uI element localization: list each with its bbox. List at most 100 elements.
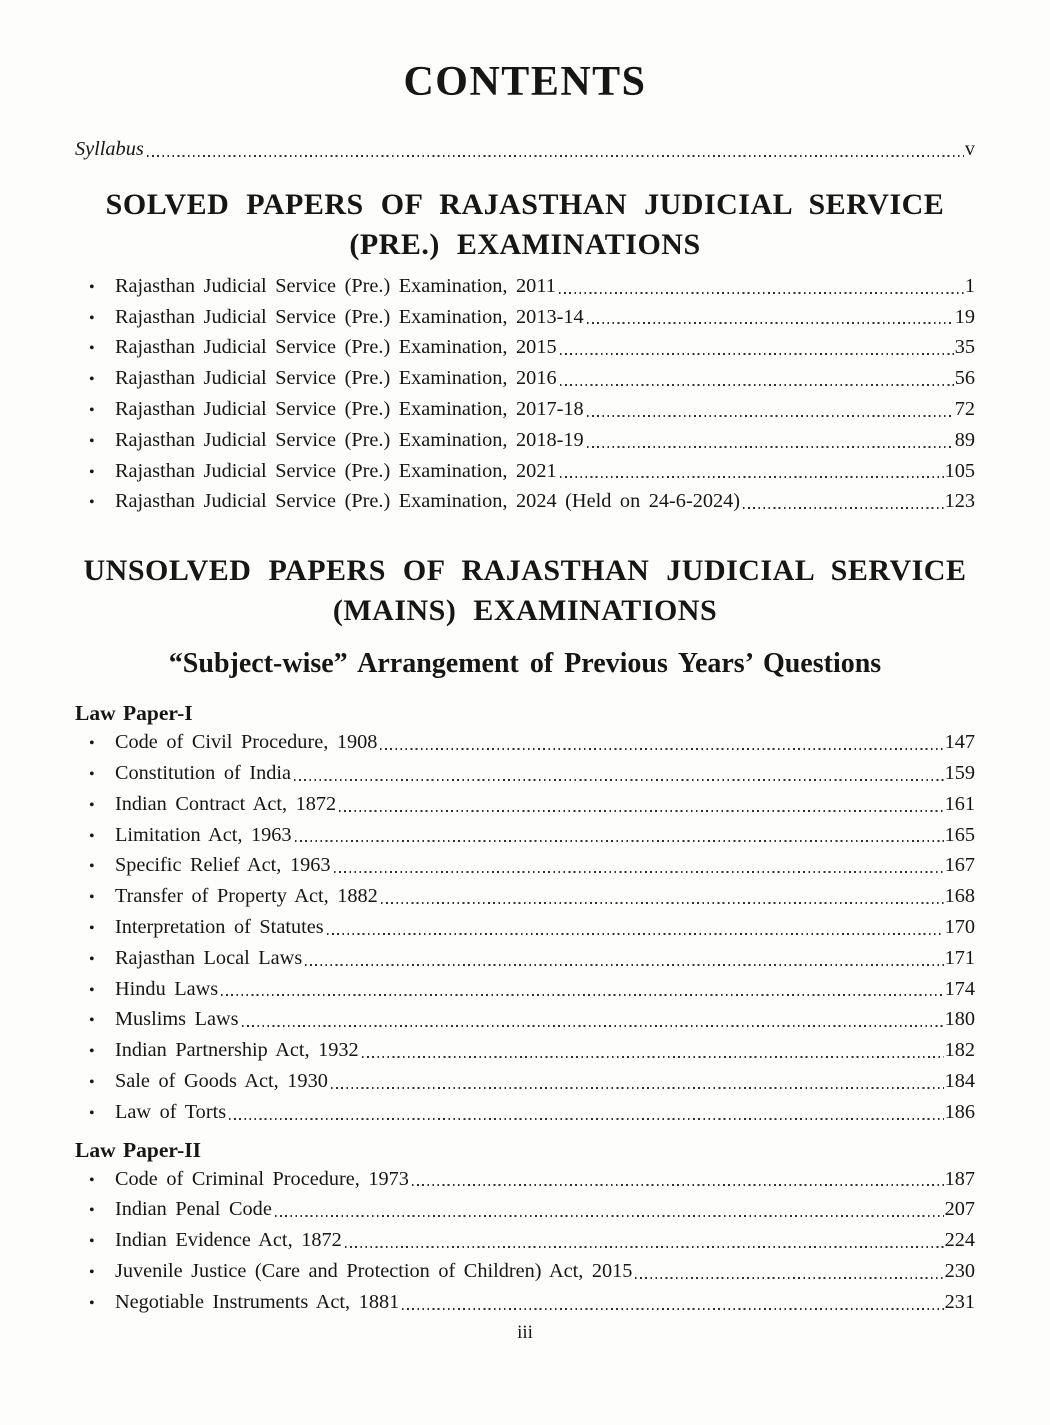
bullet-icon: • [89, 765, 95, 783]
dot-leader [291, 758, 945, 789]
entry-label: Rajasthan Judicial Service (Pre.) Examin… [115, 459, 557, 482]
entry-label: Rajasthan Judicial Service (Pre.) Examin… [115, 490, 741, 513]
page-number: 159 [944, 761, 975, 784]
bullet-icon: • [89, 1263, 95, 1281]
page-number: 105 [944, 459, 975, 482]
page-number: 170 [944, 915, 975, 938]
bullet-icon: • [89, 1043, 95, 1061]
toc-entry: • Rajasthan Local Laws 171 [75, 943, 975, 974]
entry-label: Rajasthan Judicial Service (Pre.) Examin… [115, 428, 584, 451]
law-paper-2-title: Law Paper-II [75, 1137, 202, 1162]
page-number: 187 [944, 1167, 975, 1190]
bullet-icon: • [89, 1171, 95, 1189]
folio-page-number: iii [517, 1322, 533, 1343]
entry-label: Indian Contract Act, 1872 [115, 792, 337, 815]
page-number: 182 [944, 1039, 975, 1062]
dot-leader [556, 271, 965, 302]
toc-entry: • Constitution of India 159 [75, 758, 975, 789]
toc-entry: • Indian Contract Act, 1872 161 [75, 789, 975, 820]
entry-label: Rajasthan Judicial Service (Pre.) Examin… [115, 336, 557, 359]
toc-entry: • Rajasthan Judicial Service (Pre.) Exam… [75, 332, 975, 363]
bullet-icon: • [89, 401, 95, 419]
page-number: 186 [944, 1100, 975, 1123]
entry-label: Juvenile Justice (Care and Protection of… [115, 1259, 633, 1282]
toc-entry: • Code of Civil Procedure, 1908 147 [75, 727, 975, 758]
bullet-icon: • [89, 371, 95, 389]
bullet-icon: • [89, 889, 95, 907]
toc-entry: • Rajasthan Judicial Service (Pre.) Exam… [75, 394, 975, 425]
solved-heading-line1: SOLVED PAPERS OF RAJASTHAN JUDICIAL SERV… [105, 187, 945, 221]
bullet-icon: • [89, 432, 95, 450]
entry-label: Code of Civil Procedure, 1908 [115, 731, 378, 754]
toc-entry: • Code of Criminal Procedure, 1973 187 [75, 1164, 975, 1195]
entry-label: Limitation Act, 1963 [115, 823, 292, 846]
toc-entry: • Interpretation of Statutes 170 [75, 912, 975, 943]
law-paper-1-title: Law Paper-I [75, 701, 193, 726]
dot-leader [378, 881, 945, 912]
bullet-icon: • [89, 1202, 95, 1220]
page-number: 1 [964, 274, 975, 297]
dot-leader [740, 486, 945, 517]
solved-entries: • Rajasthan Judicial Service (Pre.) Exam… [75, 271, 975, 517]
toc-entry: • Indian Partnership Act, 1932 182 [75, 1035, 975, 1066]
bullet-icon: • [89, 494, 95, 512]
page-number: 72 [954, 397, 975, 420]
toc-entry: • Juvenile Justice (Care and Protection … [75, 1256, 975, 1287]
bullet-icon: • [89, 827, 95, 845]
toc-entry: • Rajasthan Judicial Service (Pre.) Exam… [75, 456, 975, 487]
dot-leader [302, 943, 944, 974]
dot-leader [359, 1035, 945, 1066]
page-number: 230 [944, 1259, 975, 1282]
page-number: 171 [944, 946, 975, 969]
entry-label: Sale of Goods Act, 1930 [115, 1069, 328, 1092]
page-number: 147 [944, 731, 975, 754]
law-paper-1-entries: • Code of Civil Procedure, 1908 147 • Co… [75, 727, 975, 1127]
dot-leader [557, 332, 955, 363]
entry-label: Specific Relief Act, 1963 [115, 854, 331, 877]
bullet-icon: • [89, 463, 95, 481]
entry-label: Rajasthan Judicial Service (Pre.) Examin… [115, 274, 556, 297]
dot-leader [218, 974, 944, 1005]
page-number: 180 [944, 1008, 975, 1031]
dot-leader [409, 1164, 945, 1195]
solved-section-heading: SOLVED PAPERS OF RAJASTHAN JUDICIAL SERV… [75, 185, 975, 265]
dot-leader [557, 456, 945, 487]
toc-entry: • Indian Penal Code 207 [75, 1194, 975, 1225]
entry-label: Indian Partnership Act, 1932 [115, 1039, 359, 1062]
page-number: 123 [944, 490, 975, 513]
page-number: 89 [954, 428, 975, 451]
dot-leader [324, 912, 945, 943]
entry-label: Muslims Laws [115, 1008, 239, 1031]
toc-entry: • Rajasthan Judicial Service (Pre.) Exam… [75, 486, 975, 517]
page-number: 165 [944, 823, 975, 846]
entry-label: Transfer of Property Act, 1882 [115, 885, 378, 908]
law-paper-2-entries: • Code of Criminal Procedure, 1973 187 •… [75, 1164, 975, 1318]
bullet-icon: • [89, 735, 95, 753]
dot-leader [239, 1004, 945, 1035]
toc-entry: • Law of Torts 186 [75, 1097, 975, 1128]
dot-leader [584, 302, 955, 333]
syllabus-entry: Syllabus v [75, 134, 975, 165]
dot-leader [292, 820, 945, 851]
toc-entry: • Transfer of Property Act, 1882 168 [75, 881, 975, 912]
bullet-icon: • [89, 981, 95, 999]
bullet-icon: • [89, 1012, 95, 1030]
bullet-icon: • [89, 1233, 95, 1251]
entry-label: Rajasthan Judicial Service (Pre.) Examin… [115, 367, 557, 390]
entry-label: Indian Penal Code [115, 1198, 272, 1221]
page-number: 168 [944, 885, 975, 908]
dot-leader [399, 1287, 944, 1318]
entry-label: Negotiable Instruments Act, 1881 [115, 1290, 400, 1313]
page-number: 174 [944, 977, 975, 1000]
bullet-icon: • [89, 340, 95, 358]
dot-leader [557, 363, 955, 394]
unsolved-heading-line1: UNSOLVED PAPERS OF RAJASTHAN JUDICIAL SE… [83, 554, 967, 588]
unsolved-heading-line2: (MAINS) EXAMINATIONS [332, 594, 718, 628]
toc-entry: • Limitation Act, 1963 165 [75, 820, 975, 851]
page-number: 167 [944, 854, 975, 877]
toc-entry: • Sale of Goods Act, 1930 184 [75, 1066, 975, 1097]
entry-label: Syllabus [75, 138, 144, 160]
page-number: 56 [954, 367, 975, 390]
toc-entry: • Rajasthan Judicial Service (Pre.) Exam… [75, 271, 975, 302]
